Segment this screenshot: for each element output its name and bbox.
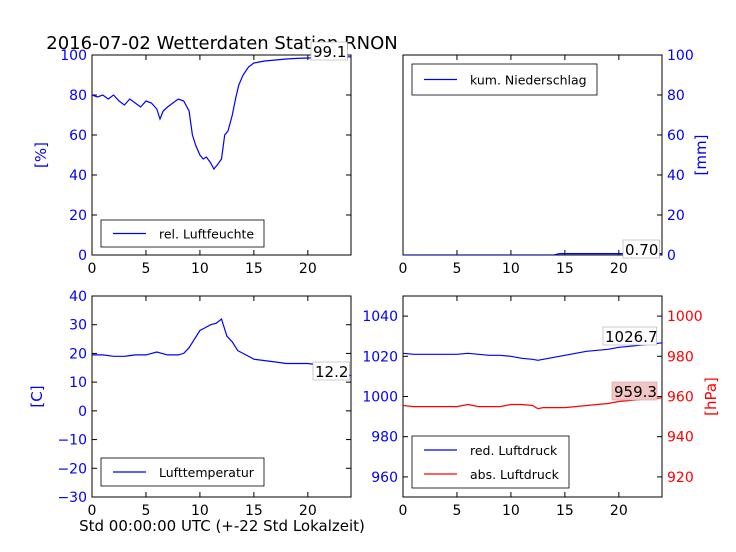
y-tick-label: 100 — [60, 48, 87, 64]
legend-label: rel. Luftfeuchte — [159, 227, 254, 242]
y-tick-label: 20 — [667, 208, 685, 224]
x-tick-label: 0 — [399, 261, 408, 277]
x-tick-label: 10 — [502, 503, 520, 519]
last-value-label: 0.70 — [625, 241, 658, 259]
x-tick-label: 15 — [556, 261, 574, 277]
y-tick-label-right: 920 — [667, 470, 694, 486]
plot-frame — [91, 295, 352, 498]
x-tick-label: 10 — [191, 261, 209, 277]
last-value-box — [622, 239, 660, 259]
x-tick-label: 0 — [88, 261, 97, 277]
series-line-0 — [92, 56, 351, 171]
y-tick-label: 0 — [78, 404, 87, 420]
x-tick-label: 10 — [191, 503, 209, 519]
y-tick-label: 960 — [371, 470, 398, 486]
y-tick-label: −30 — [57, 490, 87, 506]
y-tick-label: 80 — [69, 88, 87, 104]
last-value-label: 1026.7 — [605, 328, 658, 346]
y-tick-label: 980 — [371, 430, 398, 446]
y-tick-label: 1000 — [362, 390, 398, 406]
series-line-0 — [92, 317, 351, 377]
last-value-label: 12.2 — [315, 363, 348, 381]
y-tick-label: 40 — [69, 289, 87, 305]
x-tick-label: 5 — [452, 503, 461, 519]
x-tick-label: 20 — [299, 261, 317, 277]
x-tick-label: 5 — [141, 503, 150, 519]
y-tick-label: 20 — [69, 208, 87, 224]
y-tick-label: 20 — [69, 346, 87, 362]
y-tick-label: −10 — [57, 433, 87, 449]
last-value-box — [310, 41, 348, 61]
y-tick-label: 40 — [69, 168, 87, 184]
series-line-1 — [403, 397, 662, 410]
series-line-0 — [403, 253, 662, 255]
y-tick-label: −20 — [57, 461, 87, 477]
x-tick-label: 0 — [88, 503, 97, 519]
x-tick-label: 15 — [556, 503, 574, 519]
x-tick-label: 0 — [399, 503, 408, 519]
y-tick-label: 40 — [667, 168, 685, 184]
x-tick-label: 15 — [245, 503, 263, 519]
y-tick-label: 60 — [69, 128, 87, 144]
y-tick-label: 1020 — [362, 349, 398, 365]
x-tick-label: 5 — [141, 261, 150, 277]
x-tick-label: 10 — [502, 261, 520, 277]
x-axis-label: Std 00:00:00 UTC (+-22 Std Lokalzeit) — [79, 517, 365, 535]
last-value-box — [611, 381, 658, 401]
legend-label: Lufttemperatur — [159, 465, 255, 480]
x-tick-label: 15 — [245, 261, 263, 277]
y-tick-label: 10 — [69, 375, 87, 391]
last-value-box — [312, 361, 350, 381]
y-axis-label: [%] — [32, 142, 50, 168]
y-tick-label: 100 — [667, 48, 694, 64]
series-line-0 — [403, 342, 662, 361]
y-tick-label: 0 — [78, 248, 87, 264]
legend-box — [411, 435, 570, 489]
last-value-label: 99.1 — [313, 43, 346, 61]
x-tick-label: 20 — [610, 503, 628, 519]
panel-temperature: 0 5 10 15 20 −30 −20 −10 0 10 20 30 40 [C] 12.2 Lufttem… — [28, 289, 352, 519]
panel-precipitation: 0 5 10 15 20 0 20 40 60 80 100 [mm] 0.70 kum. Nieders… — [399, 48, 710, 277]
x-tick-label: 20 — [610, 261, 628, 277]
legend-label: kum. Niederschlag — [470, 73, 587, 88]
plot-frame — [91, 54, 352, 256]
panel-humidity: 0 5 10 15 20 0 20 40 60 80 100 [%] 99.1 rel. Luftfeuc… — [32, 41, 352, 277]
last-value-box — [602, 326, 657, 346]
y-tick-label: 60 — [667, 128, 685, 144]
figure-title: 2016-07-02 Wetterdaten Station RNON — [46, 33, 397, 54]
x-tick-label: 20 — [299, 503, 317, 519]
legend-label: abs. Luftdruck — [470, 467, 560, 482]
x-tick-label: 5 — [452, 261, 461, 277]
y-tick-label-right: 940 — [667, 430, 694, 446]
y-tick-label: 80 — [667, 88, 685, 104]
panel-pressure: 0 5 10 15 20 960 980 1000 1020 1040 920 940 960 980 10… — [362, 295, 720, 519]
legend-label: red. Luftdruck — [470, 443, 558, 458]
y-tick-label-right: 980 — [667, 349, 694, 365]
y-axis-label: [mm] — [692, 135, 710, 176]
y-axis-label: [C] — [28, 385, 46, 407]
y-axis-label: [hPa] — [702, 377, 720, 416]
y-tick-label-right: 1000 — [667, 309, 703, 325]
y-tick-label-right: 960 — [667, 390, 694, 406]
y-tick-label: 0 — [667, 248, 676, 264]
last-value-label: 959.3 — [614, 383, 657, 401]
y-tick-label: 1040 — [362, 309, 398, 325]
y-tick-label: 30 — [69, 318, 87, 334]
